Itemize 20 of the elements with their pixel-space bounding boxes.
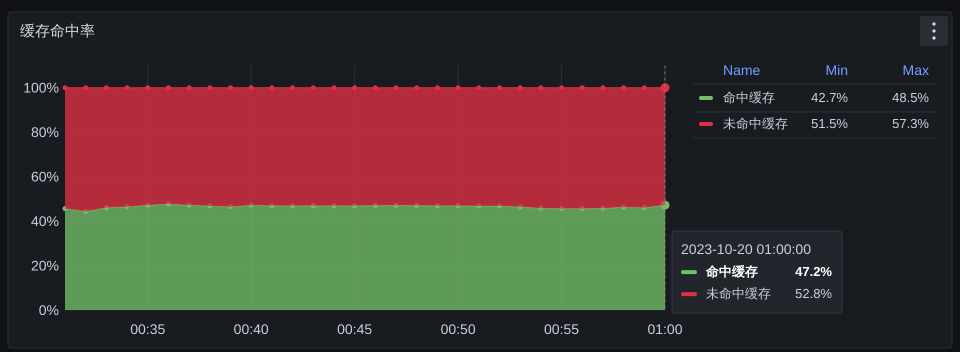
annotation: 2023-10-20 01:00:00: [681, 241, 812, 258]
x-tick-label: 00:45: [337, 321, 372, 337]
x-tick-label: 00:40: [234, 321, 269, 337]
text: 47.2%: [795, 264, 832, 280]
x-tick-label: 01:00: [647, 321, 683, 337]
legend-label: 命中缓存: [705, 264, 758, 280]
legend: Name Min Max 命中缓存 42.7% 48.5% 未命中缓存 51.5% 57.3%: [692, 62, 936, 138]
x-tick-label: 00:35: [130, 321, 166, 337]
y-tick-label: 20%: [30, 258, 59, 274]
text: 52.8%: [795, 286, 832, 302]
x-tick-label: 00:50: [440, 321, 476, 337]
legend-label: 未命中缓存: [723, 116, 788, 131]
x-tick-label: 00:55: [544, 321, 580, 337]
y-tick-label: 80%: [30, 124, 59, 140]
chart-title: 缓存命中率: [20, 23, 95, 40]
y-tick-label: 100%: [23, 80, 59, 96]
text: 未命中缓存: [706, 286, 771, 302]
y-tick-label: 60%: [30, 168, 59, 185]
y-tick-label: 40%: [30, 213, 59, 230]
y-tick-label: 0%: [38, 302, 59, 318]
